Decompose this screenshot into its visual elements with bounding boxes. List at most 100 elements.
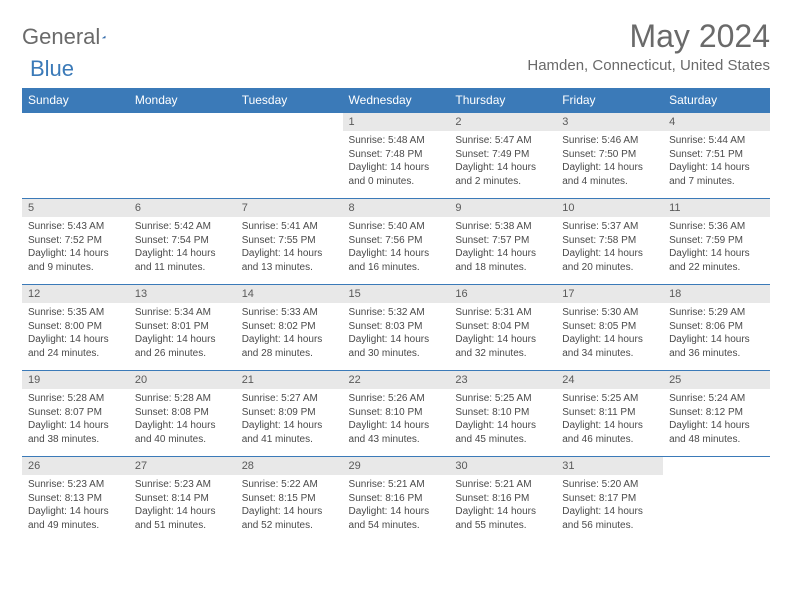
day-content: Sunrise: 5:22 AMSunset: 8:15 PMDaylight:… xyxy=(236,475,343,536)
calendar-header-row: SundayMondayTuesdayWednesdayThursdayFrid… xyxy=(22,88,770,113)
calendar-cell: 30Sunrise: 5:21 AMSunset: 8:16 PMDayligh… xyxy=(449,457,556,543)
day-content: Sunrise: 5:43 AMSunset: 7:52 PMDaylight:… xyxy=(22,217,129,278)
calendar-cell: .. xyxy=(129,113,236,199)
day-number: 26 xyxy=(22,457,129,475)
calendar-cell: 21Sunrise: 5:27 AMSunset: 8:09 PMDayligh… xyxy=(236,371,343,457)
day-content: Sunrise: 5:30 AMSunset: 8:05 PMDaylight:… xyxy=(556,303,663,364)
day-content: Sunrise: 5:47 AMSunset: 7:49 PMDaylight:… xyxy=(449,131,556,192)
day-content: Sunrise: 5:21 AMSunset: 8:16 PMDaylight:… xyxy=(449,475,556,536)
day-content: Sunrise: 5:23 AMSunset: 8:13 PMDaylight:… xyxy=(22,475,129,536)
weekday-header: Friday xyxy=(556,88,663,113)
weekday-header: Monday xyxy=(129,88,236,113)
calendar-cell: .. xyxy=(236,113,343,199)
calendar-row: 12Sunrise: 5:35 AMSunset: 8:00 PMDayligh… xyxy=(22,285,770,371)
day-number: 18 xyxy=(663,285,770,303)
day-number: 24 xyxy=(556,371,663,389)
day-content: Sunrise: 5:41 AMSunset: 7:55 PMDaylight:… xyxy=(236,217,343,278)
day-content: Sunrise: 5:24 AMSunset: 8:12 PMDaylight:… xyxy=(663,389,770,450)
day-content: Sunrise: 5:26 AMSunset: 8:10 PMDaylight:… xyxy=(343,389,450,450)
day-number: 8 xyxy=(343,199,450,217)
weekday-header: Saturday xyxy=(663,88,770,113)
day-content: Sunrise: 5:29 AMSunset: 8:06 PMDaylight:… xyxy=(663,303,770,364)
logo: General xyxy=(22,24,126,50)
day-content: Sunrise: 5:46 AMSunset: 7:50 PMDaylight:… xyxy=(556,131,663,192)
calendar-cell: 27Sunrise: 5:23 AMSunset: 8:14 PMDayligh… xyxy=(129,457,236,543)
calendar-cell: 16Sunrise: 5:31 AMSunset: 8:04 PMDayligh… xyxy=(449,285,556,371)
day-number: 15 xyxy=(343,285,450,303)
calendar-cell: 17Sunrise: 5:30 AMSunset: 8:05 PMDayligh… xyxy=(556,285,663,371)
title-block: May 2024 Hamden, Connecticut, United Sta… xyxy=(527,18,770,74)
day-content: Sunrise: 5:36 AMSunset: 7:59 PMDaylight:… xyxy=(663,217,770,278)
calendar-cell: 2Sunrise: 5:47 AMSunset: 7:49 PMDaylight… xyxy=(449,113,556,199)
day-number: 29 xyxy=(343,457,450,475)
calendar-cell: 5Sunrise: 5:43 AMSunset: 7:52 PMDaylight… xyxy=(22,199,129,285)
calendar-row: ......1Sunrise: 5:48 AMSunset: 7:48 PMDa… xyxy=(22,113,770,199)
day-number: 31 xyxy=(556,457,663,475)
logo-triangle-icon xyxy=(102,28,106,46)
day-content: Sunrise: 5:35 AMSunset: 8:00 PMDaylight:… xyxy=(22,303,129,364)
calendar-cell: 12Sunrise: 5:35 AMSunset: 8:00 PMDayligh… xyxy=(22,285,129,371)
day-number: 28 xyxy=(236,457,343,475)
calendar-cell: 18Sunrise: 5:29 AMSunset: 8:06 PMDayligh… xyxy=(663,285,770,371)
day-content: Sunrise: 5:23 AMSunset: 8:14 PMDaylight:… xyxy=(129,475,236,536)
calendar-cell: 14Sunrise: 5:33 AMSunset: 8:02 PMDayligh… xyxy=(236,285,343,371)
calendar-cell: 26Sunrise: 5:23 AMSunset: 8:13 PMDayligh… xyxy=(22,457,129,543)
calendar-cell: 31Sunrise: 5:20 AMSunset: 8:17 PMDayligh… xyxy=(556,457,663,543)
day-content: Sunrise: 5:38 AMSunset: 7:57 PMDaylight:… xyxy=(449,217,556,278)
calendar-cell: 25Sunrise: 5:24 AMSunset: 8:12 PMDayligh… xyxy=(663,371,770,457)
calendar-row: 19Sunrise: 5:28 AMSunset: 8:07 PMDayligh… xyxy=(22,371,770,457)
calendar-cell: 7Sunrise: 5:41 AMSunset: 7:55 PMDaylight… xyxy=(236,199,343,285)
calendar-cell: 20Sunrise: 5:28 AMSunset: 8:08 PMDayligh… xyxy=(129,371,236,457)
calendar-body: ......1Sunrise: 5:48 AMSunset: 7:48 PMDa… xyxy=(22,113,770,543)
day-content: Sunrise: 5:20 AMSunset: 8:17 PMDaylight:… xyxy=(556,475,663,536)
day-content: Sunrise: 5:25 AMSunset: 8:11 PMDaylight:… xyxy=(556,389,663,450)
day-content: Sunrise: 5:27 AMSunset: 8:09 PMDaylight:… xyxy=(236,389,343,450)
calendar-cell: 1Sunrise: 5:48 AMSunset: 7:48 PMDaylight… xyxy=(343,113,450,199)
day-content: Sunrise: 5:31 AMSunset: 8:04 PMDaylight:… xyxy=(449,303,556,364)
calendar-cell: 4Sunrise: 5:44 AMSunset: 7:51 PMDaylight… xyxy=(663,113,770,199)
weekday-header: Thursday xyxy=(449,88,556,113)
day-number: 22 xyxy=(343,371,450,389)
calendar-cell: 29Sunrise: 5:21 AMSunset: 8:16 PMDayligh… xyxy=(343,457,450,543)
calendar-row: 26Sunrise: 5:23 AMSunset: 8:13 PMDayligh… xyxy=(22,457,770,543)
day-number: 21 xyxy=(236,371,343,389)
day-content: Sunrise: 5:33 AMSunset: 8:02 PMDaylight:… xyxy=(236,303,343,364)
day-number: 11 xyxy=(663,199,770,217)
calendar-cell: 13Sunrise: 5:34 AMSunset: 8:01 PMDayligh… xyxy=(129,285,236,371)
day-content: Sunrise: 5:40 AMSunset: 7:56 PMDaylight:… xyxy=(343,217,450,278)
day-number: 3 xyxy=(556,113,663,131)
calendar-cell: 9Sunrise: 5:38 AMSunset: 7:57 PMDaylight… xyxy=(449,199,556,285)
day-number: 10 xyxy=(556,199,663,217)
logo-text-general: General xyxy=(22,24,100,50)
day-number: 17 xyxy=(556,285,663,303)
weekday-header: Wednesday xyxy=(343,88,450,113)
calendar-table: SundayMondayTuesdayWednesdayThursdayFrid… xyxy=(22,88,770,543)
day-number: 7 xyxy=(236,199,343,217)
day-number: 13 xyxy=(129,285,236,303)
calendar-cell: 10Sunrise: 5:37 AMSunset: 7:58 PMDayligh… xyxy=(556,199,663,285)
day-number: 30 xyxy=(449,457,556,475)
calendar-cell: .. xyxy=(663,457,770,543)
day-content: Sunrise: 5:28 AMSunset: 8:07 PMDaylight:… xyxy=(22,389,129,450)
calendar-cell: 8Sunrise: 5:40 AMSunset: 7:56 PMDaylight… xyxy=(343,199,450,285)
day-content: Sunrise: 5:21 AMSunset: 8:16 PMDaylight:… xyxy=(343,475,450,536)
day-number: 1 xyxy=(343,113,450,131)
calendar-cell: 3Sunrise: 5:46 AMSunset: 7:50 PMDaylight… xyxy=(556,113,663,199)
calendar-cell: 11Sunrise: 5:36 AMSunset: 7:59 PMDayligh… xyxy=(663,199,770,285)
day-number: 23 xyxy=(449,371,556,389)
logo-text-blue: Blue xyxy=(30,56,74,82)
calendar-cell: 22Sunrise: 5:26 AMSunset: 8:10 PMDayligh… xyxy=(343,371,450,457)
day-number: 25 xyxy=(663,371,770,389)
calendar-cell: 23Sunrise: 5:25 AMSunset: 8:10 PMDayligh… xyxy=(449,371,556,457)
day-number: 12 xyxy=(22,285,129,303)
day-number: 9 xyxy=(449,199,556,217)
day-content: Sunrise: 5:44 AMSunset: 7:51 PMDaylight:… xyxy=(663,131,770,192)
month-title: May 2024 xyxy=(527,18,770,55)
day-number: 2 xyxy=(449,113,556,131)
day-content: Sunrise: 5:34 AMSunset: 8:01 PMDaylight:… xyxy=(129,303,236,364)
location: Hamden, Connecticut, United States xyxy=(527,57,770,74)
day-number: 20 xyxy=(129,371,236,389)
day-content: Sunrise: 5:48 AMSunset: 7:48 PMDaylight:… xyxy=(343,131,450,192)
day-number: 27 xyxy=(129,457,236,475)
day-number: 4 xyxy=(663,113,770,131)
